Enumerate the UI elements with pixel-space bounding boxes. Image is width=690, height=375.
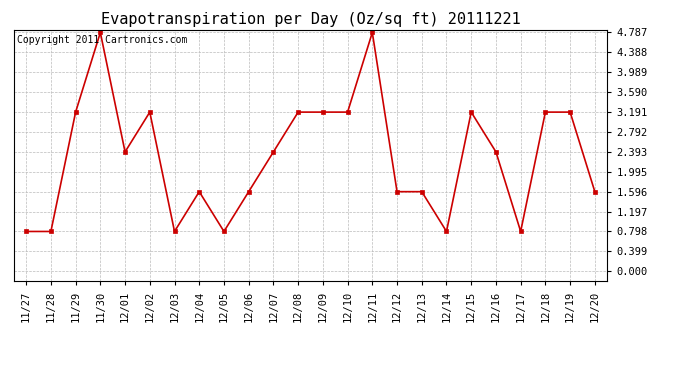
Text: Copyright 2011 Cartronics.com: Copyright 2011 Cartronics.com [17,35,187,45]
Title: Evapotranspiration per Day (Oz/sq ft) 20111221: Evapotranspiration per Day (Oz/sq ft) 20… [101,12,520,27]
